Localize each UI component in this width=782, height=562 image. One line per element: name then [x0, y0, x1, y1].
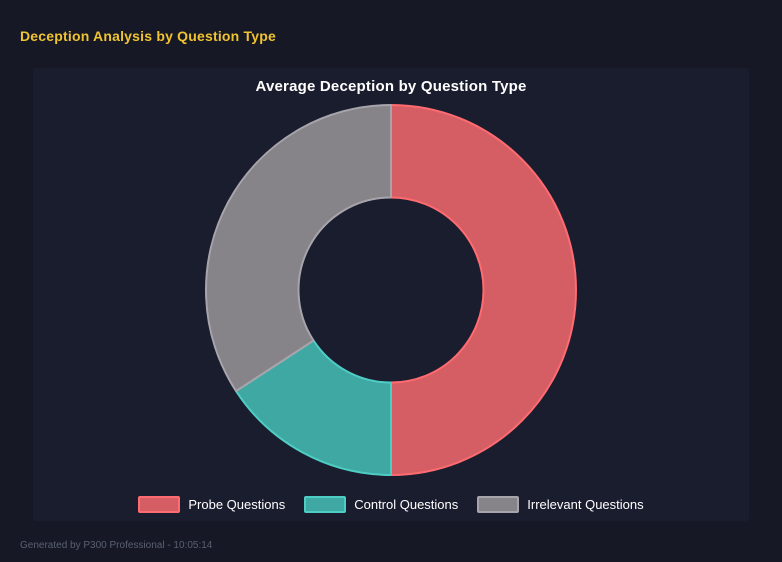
legend-label: Irrelevant Questions: [527, 497, 644, 512]
legend-swatch-irrelevant: [477, 496, 520, 513]
legend-swatch-control: [304, 496, 347, 513]
chart-panel: Average Deception by Question Type Probe…: [33, 68, 749, 521]
legend-item-irrelevant-questions[interactable]: Irrelevant Questions: [477, 496, 644, 513]
donut-chart: [205, 104, 577, 476]
donut-segment-control-questions[interactable]: [235, 339, 392, 476]
donut-segment-irrelevant-questions[interactable]: [205, 104, 392, 393]
donut-segment-probe-questions[interactable]: [390, 104, 577, 476]
donut-chart-container: [204, 103, 578, 477]
chart-title: Average Deception by Question Type: [255, 78, 527, 95]
chart-legend: Probe Questions Control Questions Irrele…: [33, 496, 749, 513]
legend-item-control-questions[interactable]: Control Questions: [304, 496, 458, 513]
page-title: Deception Analysis by Question Type: [20, 28, 276, 44]
legend-label: Probe Questions: [188, 497, 286, 512]
legend-item-probe-questions[interactable]: Probe Questions: [138, 496, 285, 513]
footer-status: Generated by P300 Professional - 10:05:1…: [20, 540, 213, 551]
legend-swatch-probe: [138, 496, 181, 513]
legend-label: Control Questions: [354, 497, 459, 512]
